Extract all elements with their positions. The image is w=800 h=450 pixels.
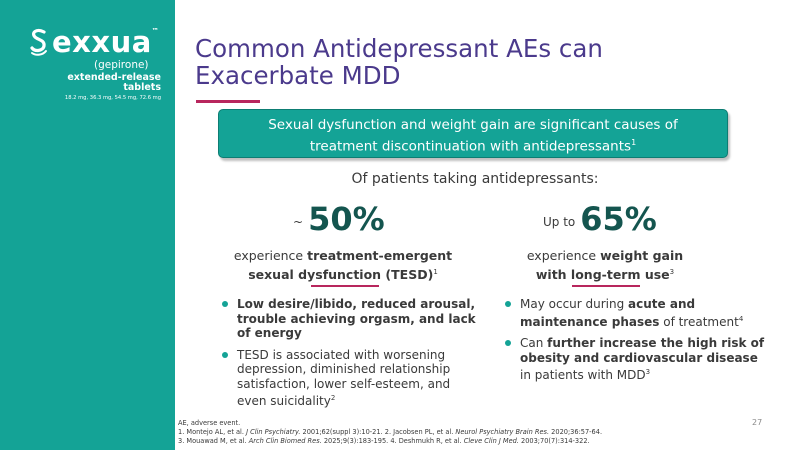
callout-line2: treatment discontinuation with antidepre…	[309, 138, 637, 155]
brand-sidebar: exxua™ (gepirone) extended-release table…	[0, 0, 175, 450]
bullet-dot-icon	[505, 340, 511, 346]
divider-left	[311, 285, 379, 287]
footnote-abbreviation: AE, adverse event.	[178, 419, 241, 427]
footnote-references-1: 1. Montejo AL, et al. J Clin Psychiatry.…	[178, 428, 603, 436]
stat-value: 65%	[580, 200, 657, 238]
title-underline	[196, 100, 260, 103]
slide-title: Common Antidepressant AEs can Exacerbate…	[195, 35, 755, 89]
footnote-references-2: 3. Mouawad M, et al. Arch Clin Biomed Re…	[178, 437, 590, 445]
stat-weight-gain: Up to 65%	[543, 201, 657, 237]
page-number: 27	[752, 418, 763, 427]
weight-bullet-list: May occur during acute and maintenance p…	[505, 297, 765, 390]
brand-formulation: extended-release tablets	[67, 71, 161, 94]
list-item: Can further increase the high risk of ob…	[505, 336, 765, 383]
footnotes: AE, adverse event. 1. Montejo AL, et al.…	[178, 419, 778, 446]
stat-value: 50%	[308, 200, 385, 238]
stat-description-weight: experience weight gain with long-term us…	[526, 248, 684, 283]
brand-swirl-icon	[30, 28, 47, 56]
brand-logo: exxua™ (gepirone) extended-release table…	[28, 27, 168, 101]
list-item: May occur during acute and maintenance p…	[505, 297, 765, 329]
brand-doses: 18.2 mg, 36.3 mg, 54.5 mg, 72.6 mg	[64, 95, 161, 102]
callout-line1: Sexual dysfunction and weight gain are s…	[268, 117, 678, 133]
bullet-dot-icon	[505, 301, 511, 307]
bullet-dot-icon	[222, 301, 228, 307]
brand-generic-name: (gepirone)	[94, 59, 149, 71]
divider-right	[572, 285, 640, 287]
list-item: Low desire/libido, reduced arousal, trou…	[222, 297, 477, 341]
slide-title-line1: Common Antidepressant AEs can	[195, 34, 603, 63]
stat-prefix: ~	[293, 215, 304, 229]
tesd-bullet-list: Low desire/libido, reduced arousal, trou…	[222, 297, 477, 416]
stat-description-tesd: experience treatment-emergent sexual dys…	[233, 248, 453, 283]
brand-name: exxua™	[52, 24, 160, 59]
list-item: TESD is associated with worsening depres…	[222, 348, 477, 409]
slide-title-line2: Exacerbate MDD	[195, 61, 401, 90]
key-message-callout: Sexual dysfunction and weight gain are s…	[218, 109, 728, 158]
section-subhead: Of patients taking antidepressants:	[351, 171, 599, 187]
bullet-dot-icon	[222, 351, 228, 358]
stat-prefix: Up to	[543, 215, 576, 229]
stat-tesd: ~ 50%	[293, 201, 385, 237]
